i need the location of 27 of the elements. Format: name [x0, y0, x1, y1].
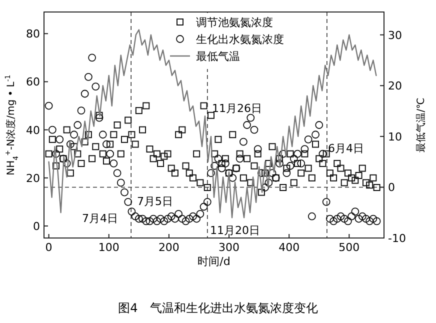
x-tick-label: 500	[338, 241, 360, 254]
annotation: 11月26日	[212, 102, 262, 115]
x-tick-label: 300	[218, 241, 240, 254]
y-tick-label: 0	[33, 220, 40, 233]
annotation: 6月4日	[328, 142, 364, 155]
legend-label: 最低气温	[196, 50, 240, 63]
x-tick-label: 0	[45, 241, 52, 254]
y2-tick-label: 30	[388, 28, 402, 42]
y-tick-label: 20	[26, 172, 40, 185]
legend-label: 调节池氨氮浓度	[196, 16, 273, 29]
x-tick-label: 400	[278, 241, 300, 254]
y2-tick-label: -10	[388, 232, 406, 245]
y2-tick-label: 0	[388, 181, 395, 194]
annotation: 7月4日	[82, 212, 118, 225]
text: 图4 气温和生化进出水氨氮浓度变化	[118, 301, 318, 315]
y2-tick-label: 20	[388, 80, 402, 93]
x-axis-title: 时间/d	[198, 255, 230, 268]
annotation: 7月5日	[137, 195, 173, 208]
y-tick-label: 80	[26, 28, 40, 41]
y-tick-label: 60	[26, 76, 40, 89]
x-tick-label: 100	[98, 241, 120, 254]
y-tick-label: 40	[26, 124, 40, 137]
legend-label: 生化出水氨氮浓度	[196, 33, 284, 46]
y2-tick-label: 10	[388, 130, 402, 144]
annotation: 11月20日	[210, 224, 260, 237]
x-tick-label: 200	[158, 241, 180, 254]
y2-axis-title: 最低气温/℃	[415, 98, 427, 152]
